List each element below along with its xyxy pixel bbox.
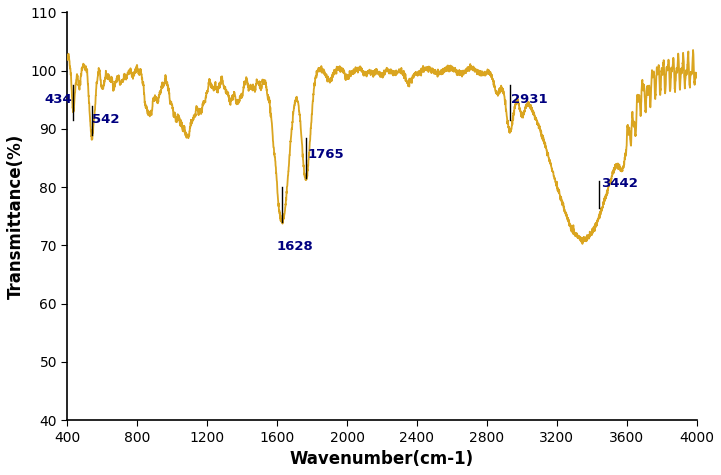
X-axis label: Wavenumber(cm-1): Wavenumber(cm-1) xyxy=(290,450,474,468)
Text: 2931: 2931 xyxy=(511,93,548,105)
Text: 3442: 3442 xyxy=(601,177,637,190)
Text: 542: 542 xyxy=(92,113,120,126)
Text: 434: 434 xyxy=(45,93,73,105)
Y-axis label: Transmittance(%): Transmittance(%) xyxy=(7,133,25,299)
Text: 1765: 1765 xyxy=(308,148,345,161)
Text: 1628: 1628 xyxy=(277,239,314,253)
